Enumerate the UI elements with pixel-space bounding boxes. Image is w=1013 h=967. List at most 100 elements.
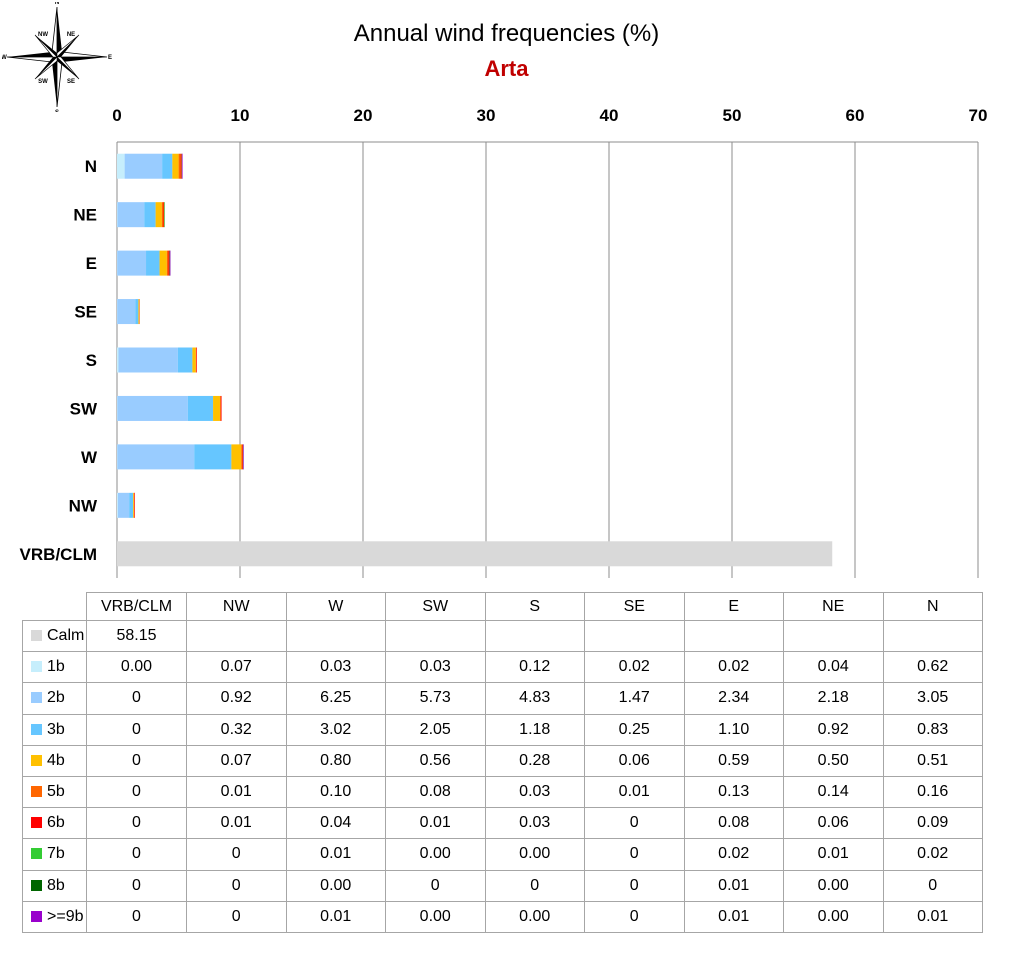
table-cell: 0.01 <box>783 838 884 871</box>
compass-label-nw: NW <box>38 32 48 38</box>
x-tick-label: 50 <box>723 106 742 125</box>
legend-swatch <box>31 723 42 735</box>
bar-segment <box>166 250 169 276</box>
table-cell: 0 <box>86 744 187 777</box>
table-cell: 0.62 <box>882 651 983 684</box>
bar-segment <box>181 153 183 179</box>
x-tick-label: 30 <box>477 106 496 125</box>
table-cell: 0.14 <box>783 775 884 809</box>
table-cell: 1.10 <box>683 713 784 746</box>
table-cell: 3.02 <box>285 713 386 746</box>
bar-segment <box>159 250 167 276</box>
table-row: 8b 0 0 0.00 0 0 0 0.01 0.00 0 <box>22 869 983 902</box>
table-cell: 0.28 <box>484 744 585 777</box>
table-cell: 0.03 <box>484 807 585 840</box>
table-column-header: W <box>285 592 386 621</box>
table-cell: 0.02 <box>683 838 784 871</box>
table-cell: 0 <box>86 775 187 809</box>
compass-label-w: W <box>2 55 7 61</box>
bar-segment <box>219 395 221 421</box>
table-cell: 0.00 <box>783 869 884 902</box>
table-column-header: SW <box>385 592 486 621</box>
category-label: W <box>81 448 98 467</box>
table-cell: 2.18 <box>783 682 884 715</box>
bar-segment <box>187 395 214 421</box>
bar-segment <box>177 347 193 373</box>
bar-segment <box>213 395 220 421</box>
table-column-header: NE <box>783 592 884 621</box>
legend-swatch <box>31 817 42 829</box>
bar-segment <box>117 299 136 325</box>
category-labels: VRB/CLM NW W SW S SE E NE N <box>20 157 98 564</box>
table-cell: 0.01 <box>186 775 287 809</box>
x-tick-label: 10 <box>231 106 250 125</box>
legend-swatch <box>31 692 42 704</box>
table-cell: 0 <box>186 869 287 902</box>
bar-segment <box>117 444 118 470</box>
bar-segment <box>117 250 147 276</box>
table-cell: 0 <box>484 869 585 902</box>
table-cell: 0.01 <box>285 838 386 871</box>
table-cell: 0.80 <box>285 744 386 777</box>
category-label: NE <box>73 206 97 225</box>
bar-segment <box>117 153 125 179</box>
bar-segment <box>117 492 130 518</box>
bar-segment <box>195 347 197 373</box>
legend-swatch <box>31 848 42 860</box>
series-label: >=9b <box>22 900 87 933</box>
table-cell: 0.00 <box>484 838 585 871</box>
table-cell <box>385 619 486 653</box>
compass-label-sw: SW <box>38 79 48 85</box>
category-label: SW <box>70 399 98 418</box>
table-row: 4b 0 0.07 0.80 0.56 0.28 0.06 0.59 0.50 0.51 <box>22 744 983 777</box>
table-cell: 0.56 <box>385 744 486 777</box>
bar-segment <box>164 202 165 228</box>
table-column-header: E <box>683 592 784 621</box>
table-cell: 0.50 <box>783 744 884 777</box>
table-column-header: VRB/CLM <box>86 592 187 621</box>
table-cell: 0.51 <box>882 744 983 777</box>
table-cell <box>285 619 386 653</box>
table-cell: 0 <box>86 682 187 715</box>
table-cell <box>683 619 784 653</box>
bar-segment <box>169 250 171 276</box>
table-cell: 0 <box>86 869 187 902</box>
compass-label-ne: NE <box>67 32 75 38</box>
table-cell: 0.02 <box>882 838 983 871</box>
bar-segment <box>220 395 222 421</box>
table-cell: 0 <box>584 807 685 840</box>
bar-segment <box>192 347 196 373</box>
bar-segment <box>134 492 135 518</box>
compass-label-s: S <box>55 110 59 112</box>
grid-layer <box>116 141 979 578</box>
chart-title: Annual wind frequencies (%) <box>353 20 660 47</box>
legend-swatch <box>31 786 42 798</box>
series-label: 6b <box>22 807 87 840</box>
series-label: 3b <box>22 713 87 746</box>
legend-swatch <box>31 910 42 922</box>
category-label: S <box>86 351 97 370</box>
series-name: 4b <box>47 751 65 769</box>
bar-segment <box>129 492 134 518</box>
table-column-header: N <box>882 592 983 621</box>
table-cell: 0.00 <box>285 869 386 902</box>
table-cell <box>484 619 585 653</box>
table-cell <box>186 619 287 653</box>
table-cell: 0.01 <box>584 775 685 809</box>
bar-segment <box>117 444 195 470</box>
table-cell: 0.02 <box>683 651 784 684</box>
series-name: 2b <box>47 689 65 707</box>
table-row: 1b 0.00 0.07 0.03 0.03 0.12 0.02 0.02 0.04 0.62 <box>22 651 983 684</box>
series-label: 5b <box>22 775 87 809</box>
bar-segment <box>117 347 119 373</box>
bar-segment <box>117 492 118 518</box>
legend-swatch <box>31 879 42 891</box>
bar-segment <box>139 299 140 325</box>
table-cell: 0.03 <box>484 775 585 809</box>
table-cell: 0.83 <box>882 713 983 746</box>
compass-rose-icon: N NE E SE S SW W NW <box>2 2 112 112</box>
table-cell: 0.59 <box>683 744 784 777</box>
x-tick-label: 70 <box>969 106 988 125</box>
bar-segment <box>135 299 139 325</box>
legend-swatch <box>31 754 42 766</box>
